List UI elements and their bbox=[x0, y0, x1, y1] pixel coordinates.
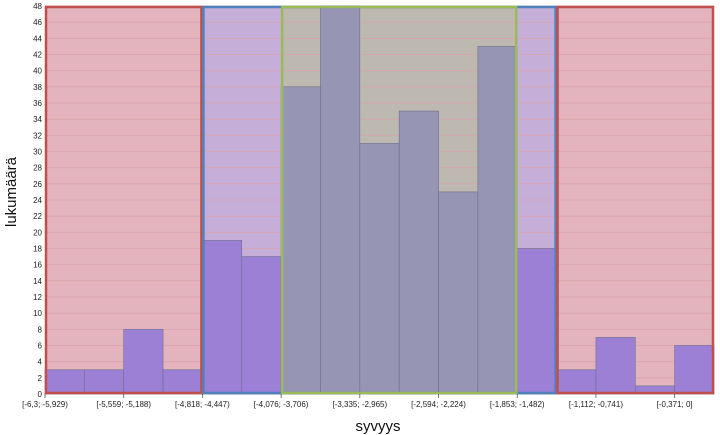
x-tick-label: [-0,371; 0] bbox=[657, 400, 693, 409]
x-tick-label: [-4,076; -3,706) bbox=[254, 400, 309, 409]
y-tick-label: 42 bbox=[33, 51, 42, 60]
y-tick-label: 22 bbox=[33, 212, 42, 221]
bar bbox=[320, 5, 361, 395]
y-tick-label: 36 bbox=[33, 99, 42, 108]
bar bbox=[674, 345, 715, 395]
x-tick-label: [-3,335; -2,965) bbox=[332, 400, 387, 409]
y-tick-label: 0 bbox=[38, 390, 43, 399]
x-axis-title: syvyys bbox=[356, 418, 401, 435]
region-border-2 bbox=[280, 5, 518, 395]
y-tick-label: 40 bbox=[33, 67, 42, 76]
bar bbox=[280, 86, 321, 395]
x-tick-label: [-2,594; -2,224) bbox=[411, 400, 466, 409]
region-border-3 bbox=[556, 5, 715, 395]
bar bbox=[123, 329, 164, 395]
border-layer bbox=[44, 5, 715, 395]
y-tick-label: 8 bbox=[38, 325, 43, 334]
bar bbox=[202, 240, 243, 395]
y-tick-label: 44 bbox=[33, 34, 42, 43]
bar bbox=[398, 110, 439, 395]
bar bbox=[595, 337, 636, 395]
y-tick-labels: 0246810121416182022242628303234363840424… bbox=[33, 2, 42, 399]
y-tick-label: 34 bbox=[33, 115, 42, 124]
y-tick-label: 2 bbox=[38, 374, 43, 383]
bar bbox=[359, 143, 400, 395]
x-tick-label: [-4,818; -4,447) bbox=[175, 400, 230, 409]
y-tick-label: 6 bbox=[38, 342, 43, 351]
x-tick-label: [-1,112; -0,741) bbox=[569, 400, 623, 409]
bar-layer bbox=[44, 5, 715, 395]
bar bbox=[241, 256, 282, 395]
bar bbox=[84, 369, 125, 395]
y-axis-title: lukumäärä bbox=[3, 156, 20, 227]
y-tick-label: 26 bbox=[33, 180, 42, 189]
y-tick-label: 32 bbox=[33, 131, 42, 140]
y-tick-label: 48 bbox=[33, 2, 42, 11]
bar bbox=[162, 369, 203, 395]
x-tick-label: [-1,853; -1,482) bbox=[490, 400, 545, 409]
y-tick-label: 14 bbox=[33, 277, 42, 286]
y-tick-label: 30 bbox=[33, 148, 42, 157]
x-tick-label: [-6,3; -5,929) bbox=[22, 400, 68, 409]
y-tick-label: 24 bbox=[33, 196, 42, 205]
y-tick-label: 46 bbox=[33, 18, 42, 27]
y-tick-label: 16 bbox=[33, 261, 42, 270]
x-tick-label: [-5,559; -5,188) bbox=[96, 400, 151, 409]
y-tick-label: 20 bbox=[33, 228, 42, 237]
y-tick-label: 38 bbox=[33, 83, 42, 92]
bar bbox=[438, 191, 479, 395]
y-tick-label: 12 bbox=[33, 293, 42, 302]
bar bbox=[44, 369, 85, 395]
x-tick-labels: [-6,3; -5,929) [-5,559; -5,188) [-4,818; -… bbox=[22, 394, 693, 409]
y-tick-label: 18 bbox=[33, 245, 42, 254]
bar bbox=[516, 248, 557, 395]
region-border-0 bbox=[44, 5, 203, 395]
bar bbox=[556, 369, 597, 395]
y-tick-label: 4 bbox=[38, 358, 43, 367]
y-tick-label: 28 bbox=[33, 164, 42, 173]
y-tick-label: 10 bbox=[33, 309, 42, 318]
bar bbox=[477, 46, 518, 395]
